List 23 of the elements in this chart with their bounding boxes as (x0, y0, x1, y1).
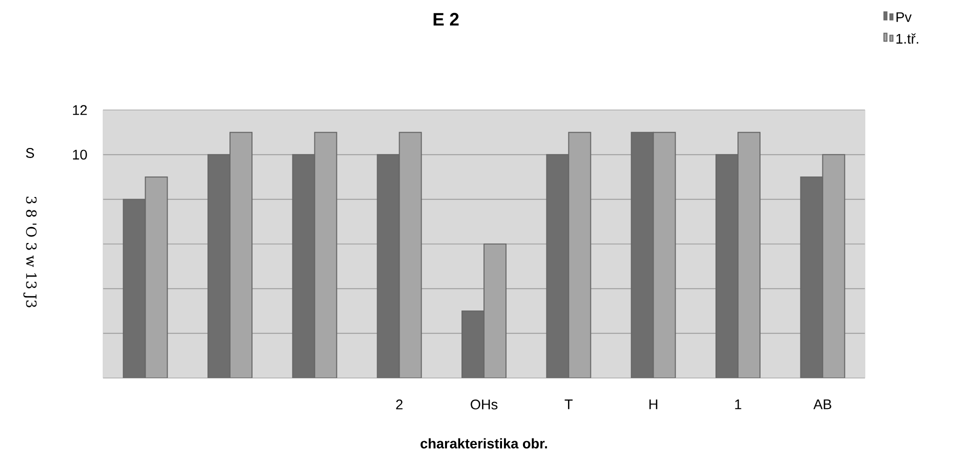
x-tick-label: T (564, 400, 573, 410)
text: 3 8 'O 3 w 13 J3 (23, 196, 37, 308)
x-tick-label: 2 (396, 400, 403, 410)
bar (144, 176, 168, 378)
x-tick-label: 1 (735, 400, 742, 410)
y-tick-label: 12 (73, 105, 87, 115)
bar (822, 154, 846, 378)
x-axis-title: charakteristika obr. (420, 438, 547, 448)
legend-label: 1.tř. (896, 33, 918, 44)
legend-label: Pv (896, 12, 912, 22)
y-axis-title: S (26, 148, 34, 158)
chart-title: E 2 (434, 12, 459, 26)
bar (738, 132, 761, 378)
bar (230, 132, 252, 378)
y-tick-label: 10 (73, 150, 87, 160)
bar (314, 132, 338, 378)
bar (568, 132, 592, 378)
x-tick-label: H (649, 400, 658, 410)
x-tick-label: OHs (470, 400, 498, 410)
x-tick-label: AB (813, 400, 832, 410)
bar (652, 132, 676, 378)
bar (398, 132, 422, 378)
bar (484, 244, 507, 378)
